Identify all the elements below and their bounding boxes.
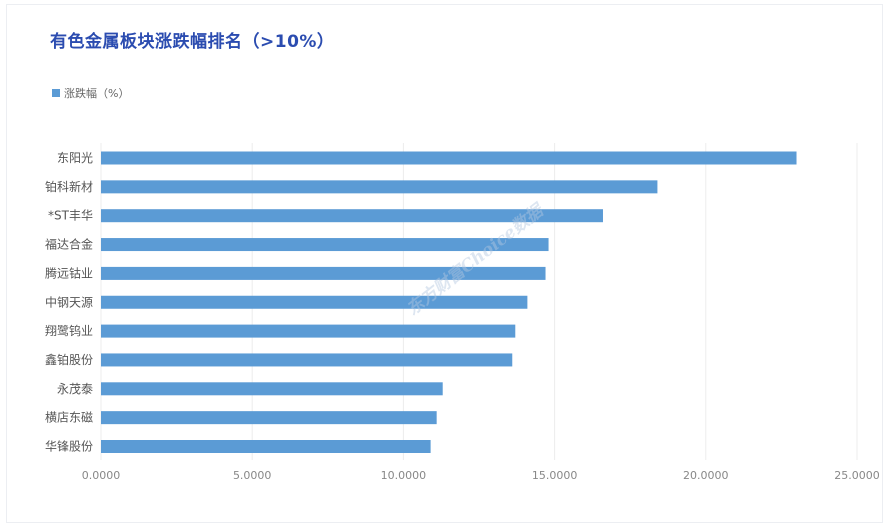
category-label: 中钢天源 — [45, 294, 93, 309]
bar[interactable] — [101, 382, 443, 396]
x-tick-label: 0.0000 — [82, 469, 121, 482]
category-label: 横店东磁 — [45, 410, 93, 425]
bar[interactable] — [101, 411, 437, 425]
chart-title: 有色金属板块涨跌幅排名（>10%） — [50, 32, 335, 52]
bar[interactable] — [101, 440, 431, 453]
bar[interactable] — [101, 238, 549, 252]
legend[interactable]: 涨跌幅（%） — [52, 85, 129, 101]
category-label: 东阳光 — [57, 151, 93, 165]
x-tick-label: 25.0000 — [834, 469, 880, 482]
bar[interactable] — [101, 295, 528, 309]
chart-panel — [6, 4, 883, 523]
bars — [101, 151, 797, 453]
bar[interactable] — [101, 353, 513, 367]
x-tick-label: 20.0000 — [683, 469, 729, 482]
x-tick-label: 5.0000 — [233, 469, 272, 482]
category-label: 华锋股份 — [45, 440, 93, 454]
category-label: 福达合金 — [45, 237, 93, 252]
x-tick-label: 15.0000 — [532, 469, 578, 482]
x-tick-labels: 0.0000 5.0000 10.0000 15.0000 20.0000 25.0000 — [82, 469, 880, 482]
category-label: *ST丰华 — [48, 209, 93, 223]
category-label: 腾远钴业 — [45, 265, 93, 280]
bar[interactable] — [101, 209, 603, 223]
category-label: 翔鹭钨业 — [45, 323, 93, 338]
bar[interactable] — [101, 324, 516, 338]
category-label: 鑫铂股份 — [45, 352, 93, 367]
bar[interactable] — [101, 180, 658, 194]
bar[interactable] — [101, 266, 546, 280]
x-tick-label: 10.0000 — [381, 469, 427, 482]
legend-label: 涨跌幅（%） — [64, 87, 130, 100]
category-label: 铂科新材 — [45, 179, 93, 194]
bar[interactable] — [101, 151, 797, 165]
legend-swatch — [52, 89, 60, 97]
category-label: 永茂泰 — [57, 382, 93, 396]
